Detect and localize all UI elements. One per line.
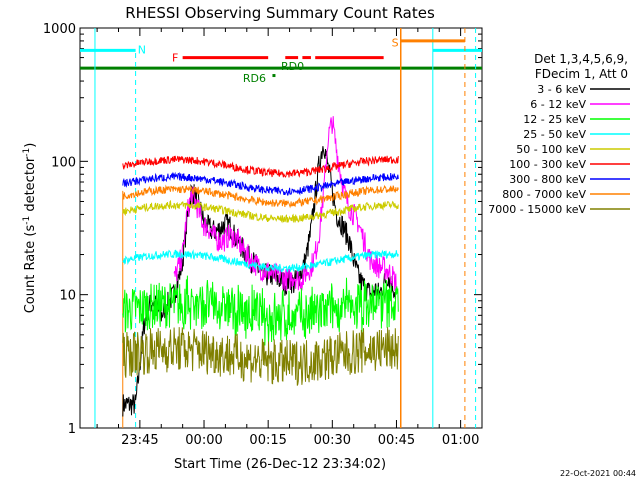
legend-label: 800 - 7000 keV [502,188,586,201]
x-axis-label: Start Time (26-Dec-12 23:34:02) [174,457,386,472]
y-tick-label: 10 [59,289,76,304]
x-tick-labels: 23:45 00:00 00:15 00:30 00:45 01:00 [121,433,479,448]
legend-label: 12 - 25 keV [523,113,586,126]
flag-label-n: N [138,43,146,56]
x-tick-label: 00:00 [185,433,222,448]
x-tick-label: 00:30 [314,433,351,448]
flag-label-f: F [172,52,178,65]
rd6-mark [272,74,276,78]
y-axis-label: Count Rate (s-1 detector-1) [22,143,38,314]
flag-label-rd6: RD6 [243,72,266,85]
chart-title: RHESSI Observing Summary Count Rates [125,4,435,22]
x-tick-label: 23:45 [121,433,158,448]
series-line-6 [122,155,399,178]
flag-label-s: S [392,36,399,49]
legend-label: 100 - 300 keV [509,158,586,171]
x-tick-label: 00:15 [249,433,286,448]
legend-label: 7000 - 15000 keV [488,203,586,216]
legend-label: 3 - 6 keV [537,83,586,96]
legend-header-line-2: FDecim 1, Att 0 [535,67,628,81]
legend-label: 25 - 50 keV [523,128,586,141]
series-line-4 [122,249,399,273]
series-line-5 [122,199,399,224]
series-line-9 [122,327,399,386]
observing-flags: N F S RD0 RD6 [80,28,482,428]
legend-header-line-1: Det 1,3,4,5,6,9, [534,52,628,66]
y-tick-label: 1 [68,422,76,437]
axis-ticks [80,27,483,429]
y-tick-labels: 1 10 100 1000 [43,22,76,437]
y-tick-label: 100 [51,155,76,170]
y-tick-label: 1000 [43,22,76,37]
legend-label: 300 - 800 keV [509,173,586,186]
series-line-2 [173,116,397,293]
flag-label-rd0: RD0 [281,60,304,73]
footer-date: 22-Oct-2021 00:44 [560,469,636,478]
plot-area-frame [79,27,483,429]
legend-label: 6 - 12 keV [530,98,586,111]
legend-label: 50 - 100 keV [516,143,586,156]
series-line-3 [122,275,399,346]
x-tick-label: 01:00 [442,433,479,448]
series-lines [122,116,399,417]
series-line-7 [122,171,399,196]
series-line-8 [122,184,399,209]
x-tick-label: 00:45 [378,433,415,448]
legend: 3 - 6 keV 6 - 12 keV 12 - 25 keV 25 - 50 ke… [488,83,630,216]
